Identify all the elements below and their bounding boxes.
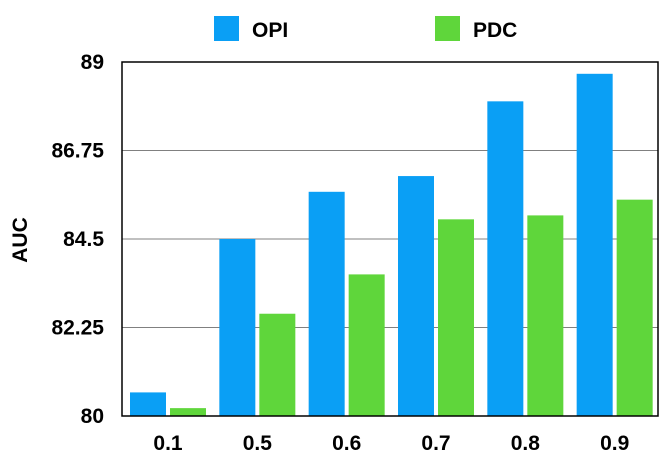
x-tick-label: 0.8 xyxy=(511,432,541,455)
legend: OPI PDC xyxy=(214,16,517,42)
x-tick-label: 0.6 xyxy=(332,432,361,455)
bar-opi-0.8 xyxy=(487,101,524,416)
y-tick-label: 80 xyxy=(81,405,104,428)
bar-opi-0.5 xyxy=(219,239,256,416)
y-tick-label: 84.5 xyxy=(63,228,104,251)
y-tick-label: 82.25 xyxy=(51,317,104,340)
x-tick-labels: 0.1 0.5 0.6 0.7 0.8 0.9 xyxy=(153,432,629,455)
bar-opi-0.9 xyxy=(576,73,613,417)
x-tick-label: 0.1 xyxy=(153,432,183,455)
y-axis-title: AUC xyxy=(9,217,32,263)
x-tick-label: 0.5 xyxy=(243,432,273,455)
bar-pdc-0.8 xyxy=(527,215,564,416)
y-tick-label: 86.75 xyxy=(51,140,104,163)
x-tick-label: 0.9 xyxy=(600,432,629,455)
y-tick-labels: 80 82.25 84.5 86.75 89 xyxy=(51,51,104,428)
bars xyxy=(130,73,653,417)
bar-opi-0.6 xyxy=(308,191,345,416)
bar-pdc-0.7 xyxy=(438,219,474,416)
grid xyxy=(122,150,658,328)
bar-pdc-0.1 xyxy=(170,408,206,416)
bar-opi-0.7 xyxy=(398,176,434,416)
x-tick-label: 0.7 xyxy=(421,432,450,455)
legend-label-pdc: PDC xyxy=(473,19,517,42)
bar-pdc-0.5 xyxy=(259,313,296,416)
bar-pdc-0.6 xyxy=(348,274,385,416)
legend-swatch-opi xyxy=(214,16,239,41)
bar-opi-0.1 xyxy=(130,392,166,416)
y-tick-label: 89 xyxy=(81,51,104,74)
legend-swatch-pdc xyxy=(435,16,460,41)
plot-frame xyxy=(121,61,659,417)
bar-pdc-0.9 xyxy=(616,199,653,416)
legend-label-opi: OPI xyxy=(252,19,288,42)
